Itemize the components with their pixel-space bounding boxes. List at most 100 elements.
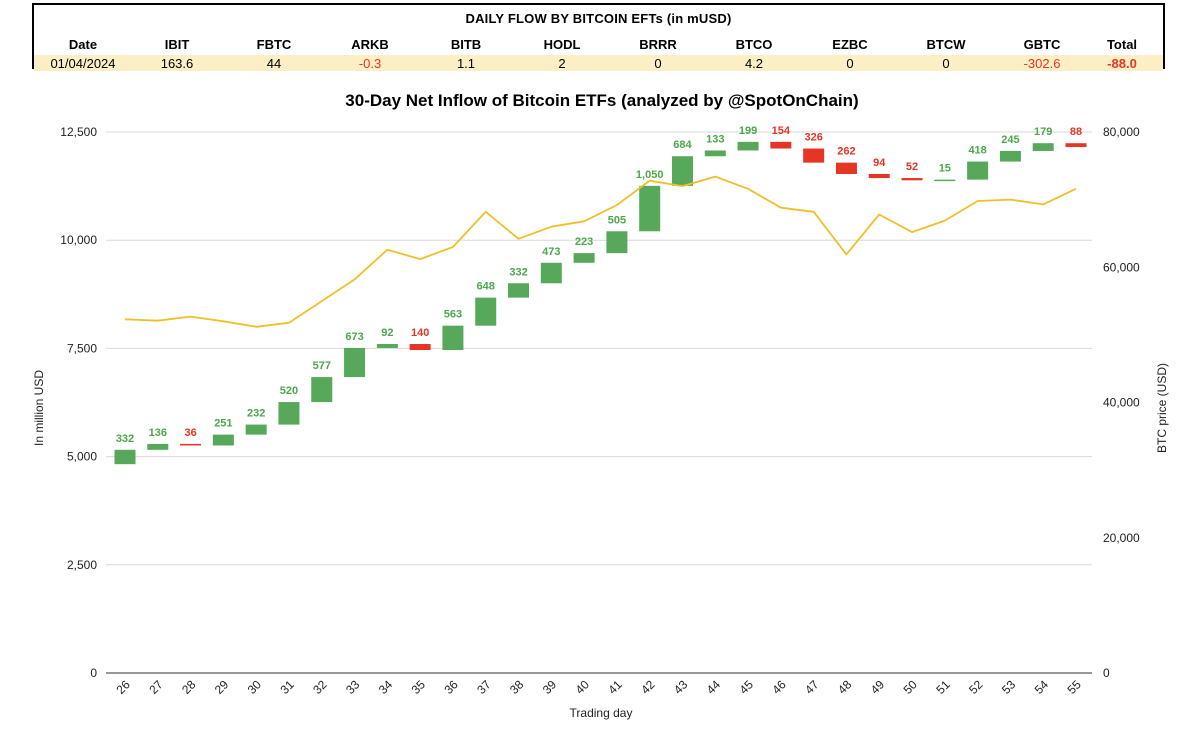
flow-value-label: 88 [1070, 126, 1082, 138]
flow-value-label: 684 [673, 139, 692, 151]
cell-arkb: -0.3 [358, 56, 382, 71]
x-tick-label: 51 [933, 677, 953, 697]
left-tick-label: 5,000 [67, 450, 97, 464]
flow-value-label: 52 [906, 161, 918, 173]
waterfall-bar [344, 347, 366, 378]
left-tick-label: 12,500 [60, 125, 97, 139]
waterfall-bar [999, 150, 1021, 162]
x-tick-label: 48 [835, 677, 855, 697]
left-y-axis: 0 2,500 5,000 7,500 10,000 12,500 [60, 125, 97, 680]
flow-value-label: 15 [939, 163, 951, 175]
waterfall-bar [573, 253, 595, 263]
flow-value-label: 648 [477, 281, 495, 293]
x-tick-label: 27 [146, 677, 166, 697]
x-tick-label: 43 [671, 677, 691, 697]
left-tick-label: 10,000 [60, 233, 97, 247]
right-tick-label: 0 [1103, 666, 1110, 680]
x-tick-label: 39 [540, 677, 560, 697]
waterfall-bar [704, 150, 726, 157]
waterfall-bar [606, 231, 628, 254]
x-tick-label: 49 [868, 677, 888, 697]
flow-value-label: 262 [837, 146, 855, 158]
waterfall-bar [868, 173, 890, 179]
cell-gbtc: -302.6 [1023, 56, 1061, 71]
cell-btco: 4.2 [744, 56, 764, 71]
x-tick-label: 44 [704, 677, 724, 697]
waterfall-bar [409, 343, 431, 351]
flow-value-label: 232 [247, 408, 265, 420]
flow-value-label: 154 [772, 125, 791, 137]
x-axis: 26 27 28 29 30 31 32 33 34 35 36 37 38 39 40 41 42 43 44 45… [113, 677, 1084, 697]
waterfall-bar [311, 377, 333, 403]
x-tick-label: 41 [605, 677, 625, 697]
right-tick-label: 20,000 [1103, 531, 1140, 545]
header-date: Date [68, 37, 98, 52]
waterfall-bar [442, 325, 464, 351]
header-ezbc: EZBC [832, 37, 868, 52]
x-tick-label: 47 [802, 677, 822, 697]
x-tick-label: 36 [441, 677, 461, 697]
x-tick-label: 34 [376, 677, 396, 697]
flow-value-labels: 332 136 36 251 232 520 577 673 92 140 563 648 332 473… [116, 125, 1082, 445]
flow-value-label: 673 [345, 331, 363, 343]
btc-price-series [124, 175, 1077, 328]
flow-value-label: 179 [1034, 126, 1052, 138]
cell-ibit: 163.6 [160, 56, 194, 71]
left-y-axis-label: In million USD [32, 370, 46, 446]
x-tick-label: 53 [999, 677, 1019, 697]
waterfall-bar [934, 179, 956, 182]
flow-table-header: Date IBIT FBTC ARKB BITB HODL BRRR BTCO … [34, 36, 1163, 54]
flow-table-title: DAILY FLOW BY BITCOIN EFTs (in mUSD) [465, 11, 732, 26]
chart-title: 30-Day Net Inflow of Bitcoin ETFs (analy… [345, 91, 858, 110]
waterfall-bar [639, 185, 661, 232]
header-gbtc: GBTC [1023, 37, 1061, 52]
flow-table-row: 01/04/2024 163.6 44 -0.3 1.1 2 0 4.2 0 0… [34, 55, 1163, 71]
waterfall-bar [180, 443, 202, 446]
x-tick-label: 45 [737, 677, 757, 697]
waterfall-bar [803, 148, 825, 163]
cell-btcw: 0 [942, 56, 950, 71]
waterfall-bar [508, 283, 530, 298]
flow-value-label: 473 [542, 246, 560, 258]
waterfall-bar [901, 178, 923, 181]
waterfall-bar [737, 141, 759, 151]
flow-value-label: 245 [1001, 134, 1019, 146]
x-tick-label: 30 [245, 677, 265, 697]
waterfall-bar [278, 402, 300, 425]
x-tick-label: 32 [310, 677, 330, 697]
waterfall-bar [1065, 143, 1087, 148]
x-tick-label: 55 [1064, 677, 1084, 697]
x-tick-label: 37 [474, 677, 494, 697]
flow-value-label: 36 [184, 427, 196, 439]
waterfall-bars [114, 141, 1087, 465]
x-tick-label: 54 [1032, 677, 1052, 697]
cell-date: 01/04/2024 [50, 56, 116, 71]
right-y-axis-label: BTC price (USD) [1155, 363, 1169, 453]
flow-value-label: 223 [575, 236, 593, 248]
x-tick-label: 31 [277, 677, 297, 697]
right-tick-label: 60,000 [1103, 260, 1140, 274]
waterfall-bar [671, 156, 693, 186]
flow-value-label: 520 [280, 385, 298, 397]
flow-value-label: 326 [804, 132, 822, 144]
x-tick-label: 29 [212, 677, 232, 697]
flow-value-label: 1,050 [636, 169, 664, 181]
flow-value-label: 92 [381, 327, 393, 339]
x-tick-label: 46 [769, 677, 789, 697]
flow-value-label: 199 [739, 125, 757, 137]
x-axis-label: Trading day [570, 706, 633, 720]
waterfall-bar [540, 262, 562, 284]
waterfall-bar [967, 161, 989, 180]
daily-flow-table: DAILY FLOW BY BITCOIN EFTs (in mUSD) Dat… [32, 3, 1165, 71]
cell-hodl: 2 [558, 56, 566, 71]
header-brrr: BRRR [639, 37, 677, 52]
waterfall-bar [376, 343, 398, 348]
header-fbtc: FBTC [256, 37, 292, 52]
waterfall-bar [770, 141, 792, 149]
x-tick-label: 42 [638, 677, 658, 697]
right-tick-label: 40,000 [1103, 396, 1140, 410]
cell-total: -88.0 [1107, 56, 1137, 71]
header-btco: BTCO [735, 37, 773, 52]
flow-value-label: 577 [313, 360, 331, 372]
